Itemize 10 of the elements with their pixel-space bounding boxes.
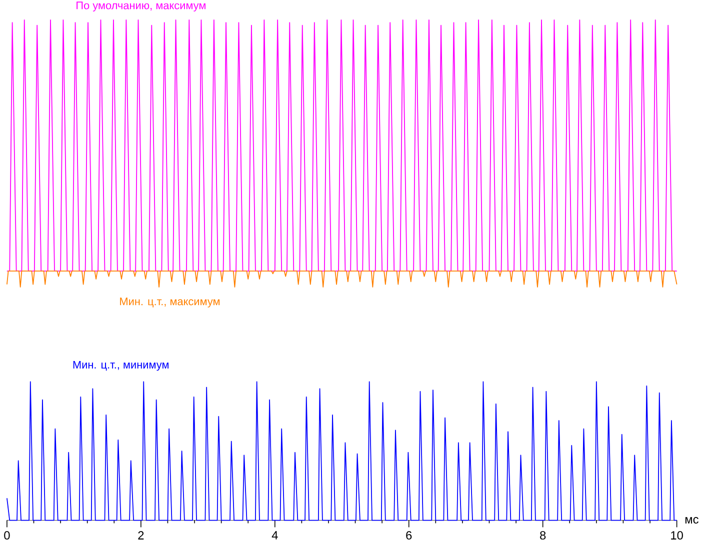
- x-tick-label: 8: [540, 531, 546, 540]
- text: Мин. ц.т., минимум: [73, 360, 168, 371]
- x-tick-label: 0: [4, 531, 10, 540]
- series-label: Мин. ц.т., максимум: [120, 298, 220, 308]
- x-tick-label: 2: [138, 531, 144, 540]
- x-tick-label: 4: [272, 531, 278, 540]
- x-tick-label: 10: [671, 531, 683, 540]
- x-tick-label: 6: [406, 531, 412, 540]
- series-label: По умолчанию, максимум: [76, 2, 206, 12]
- x-axis-title: мс: [685, 516, 698, 524]
